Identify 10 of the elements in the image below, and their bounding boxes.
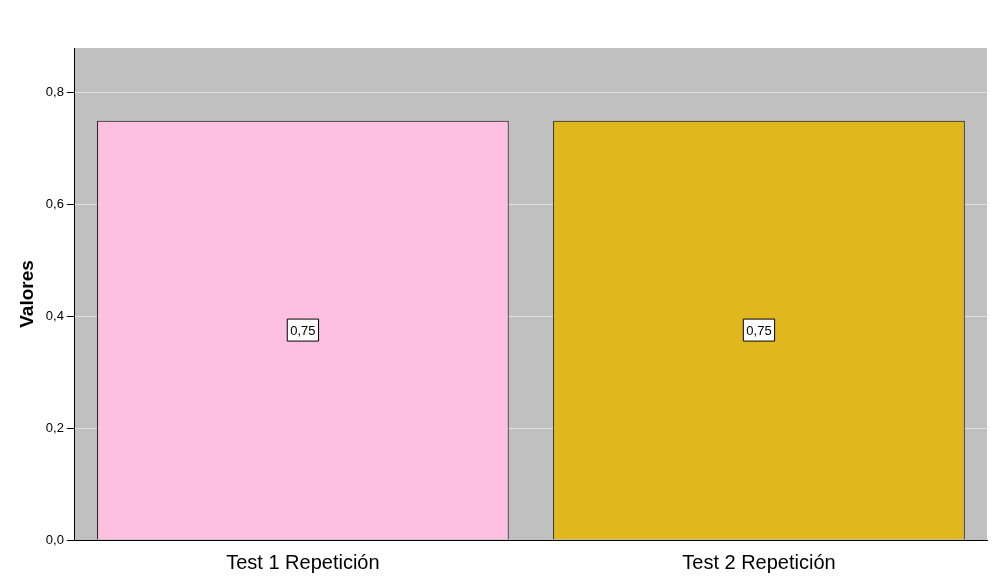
y-tick-label: 0,0	[45, 531, 64, 547]
y-tick-label: 0,2	[45, 419, 64, 435]
data-label: 0,75	[290, 322, 316, 338]
y-tick-label: 0,6	[45, 196, 64, 212]
x-tick-label: Test 1 Repetición	[226, 550, 380, 573]
x-tick-label: Test 2 Repetición	[682, 550, 836, 573]
y-axis-title: Valores	[15, 260, 37, 328]
y-tick-label: 0,4	[45, 307, 64, 323]
y-tick-label: 0,8	[45, 84, 64, 100]
data-label: 0,75	[746, 322, 772, 338]
